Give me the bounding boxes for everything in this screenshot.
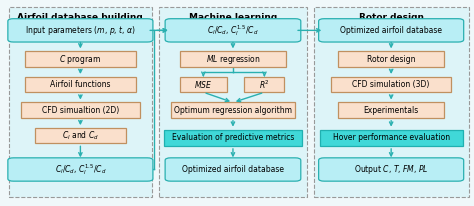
Text: Airfoil database building: Airfoil database building xyxy=(17,13,143,22)
FancyBboxPatch shape xyxy=(331,77,451,92)
Text: Optimum regression algorithm: Optimum regression algorithm xyxy=(174,106,292,115)
Text: Rotor design: Rotor design xyxy=(367,55,415,63)
Text: Airfoil functions: Airfoil functions xyxy=(50,80,110,89)
Text: Hover performance evaluation: Hover performance evaluation xyxy=(333,133,450,142)
FancyBboxPatch shape xyxy=(159,7,307,197)
FancyBboxPatch shape xyxy=(338,51,444,67)
Text: $C$ program: $C$ program xyxy=(59,53,101,66)
Text: Optimized airfoil database: Optimized airfoil database xyxy=(182,165,284,174)
FancyBboxPatch shape xyxy=(9,7,152,197)
Text: $ML$ regression: $ML$ regression xyxy=(206,53,260,66)
FancyBboxPatch shape xyxy=(165,19,301,42)
FancyBboxPatch shape xyxy=(165,158,301,181)
FancyBboxPatch shape xyxy=(180,77,227,92)
FancyBboxPatch shape xyxy=(35,128,126,143)
Text: Evaluation of predictive metrics: Evaluation of predictive metrics xyxy=(172,133,294,142)
FancyBboxPatch shape xyxy=(319,19,464,42)
FancyBboxPatch shape xyxy=(8,19,153,42)
FancyBboxPatch shape xyxy=(164,130,302,146)
FancyBboxPatch shape xyxy=(171,103,295,118)
Text: $C_l$ and $C_d$: $C_l$ and $C_d$ xyxy=(62,130,99,142)
FancyBboxPatch shape xyxy=(245,77,284,92)
Text: $C_l$/$C_d$, $C_l^{1.5}$/$C_d$: $C_l$/$C_d$, $C_l^{1.5}$/$C_d$ xyxy=(207,23,259,38)
Text: Experimentals: Experimentals xyxy=(364,106,419,115)
FancyBboxPatch shape xyxy=(319,130,463,146)
Text: Output $C$, $T$, $FM$, $PL$: Output $C$, $T$, $FM$, $PL$ xyxy=(354,163,428,176)
FancyBboxPatch shape xyxy=(319,158,464,181)
Text: $R^2$: $R^2$ xyxy=(259,78,270,91)
Text: $MSE$: $MSE$ xyxy=(194,79,212,90)
FancyBboxPatch shape xyxy=(20,103,140,118)
Text: Rotor design: Rotor design xyxy=(359,13,424,22)
FancyBboxPatch shape xyxy=(338,103,444,118)
FancyBboxPatch shape xyxy=(25,77,136,92)
FancyBboxPatch shape xyxy=(8,158,153,181)
Text: Machine learning: Machine learning xyxy=(189,13,277,22)
Text: CFD simualtion (2D): CFD simualtion (2D) xyxy=(42,106,119,115)
Text: Optimized airfoil database: Optimized airfoil database xyxy=(340,26,442,35)
Text: Input parameters ($m$, $p$, $t$, $\alpha$): Input parameters ($m$, $p$, $t$, $\alpha… xyxy=(25,24,136,37)
Text: $C_l$/$C_d$, $C_l^{1.5}$/$C_d$: $C_l$/$C_d$, $C_l^{1.5}$/$C_d$ xyxy=(55,162,106,177)
Text: CFD simulation (3D): CFD simulation (3D) xyxy=(353,80,430,89)
FancyBboxPatch shape xyxy=(25,51,136,67)
FancyBboxPatch shape xyxy=(314,7,469,197)
FancyBboxPatch shape xyxy=(180,51,286,67)
